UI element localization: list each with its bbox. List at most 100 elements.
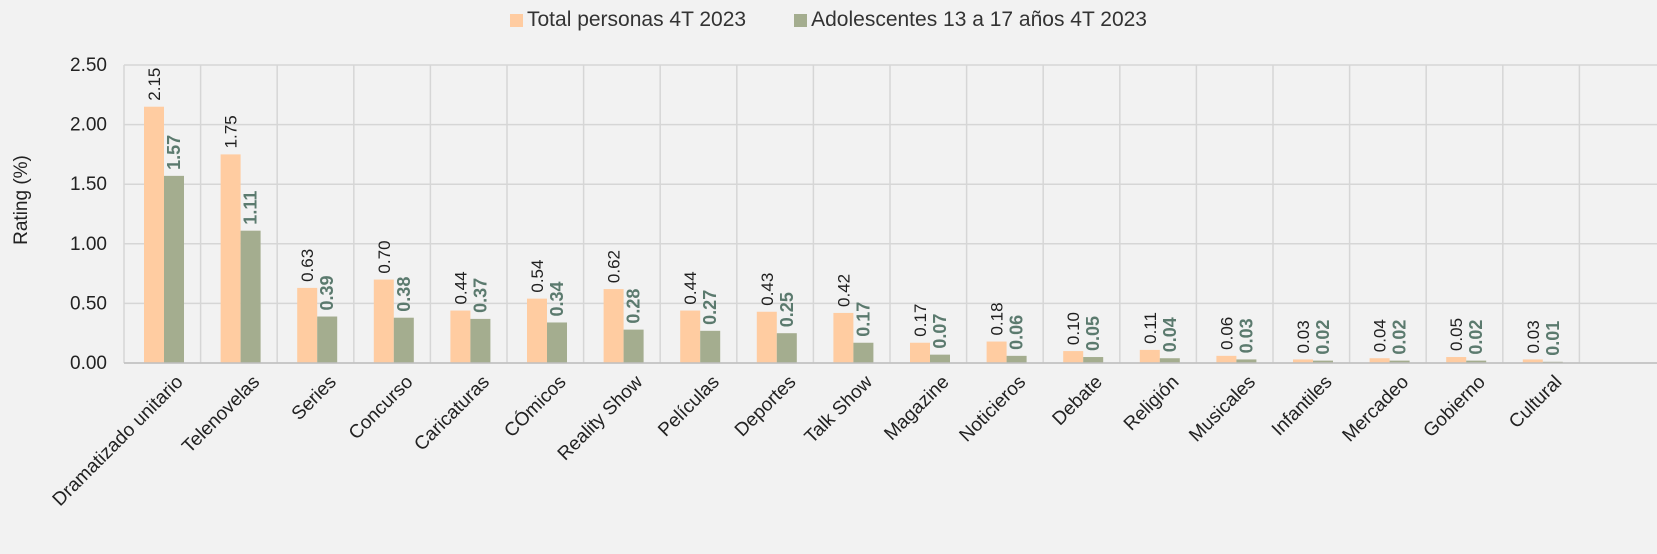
bar-total[interactable] <box>297 287 318 363</box>
data-label-adolescentes: 0.03 <box>1236 318 1256 353</box>
bar-adolescentes[interactable] <box>547 322 567 363</box>
data-label-total: 0.03 <box>1294 320 1313 353</box>
bar-total[interactable] <box>1293 359 1313 363</box>
y-axis-ticks: 0.00 0.50 1.00 1.50 2.00 2.50 <box>70 55 107 374</box>
data-label-adolescentes: 0.01 <box>1543 321 1563 356</box>
data-label-adolescentes: 0.27 <box>700 290 720 325</box>
x-category-label: Religión <box>1120 372 1183 435</box>
x-category-label: Telenovelas <box>178 372 264 458</box>
x-category-label: Deportes <box>731 372 800 441</box>
data-label-adolescentes: 0.25 <box>777 292 797 327</box>
data-label-adolescentes: 0.39 <box>317 275 337 310</box>
data-label-total: 0.05 <box>1447 318 1466 351</box>
x-category-label: Cultural <box>1505 372 1566 433</box>
bar-total[interactable] <box>144 106 164 363</box>
legend-swatch-adolescentes <box>794 13 808 27</box>
bar-adolescentes[interactable] <box>317 316 338 363</box>
bar-total[interactable] <box>833 312 854 363</box>
y-axis-label: Rating (%) <box>11 155 32 245</box>
x-category-label: Infantiles <box>1268 372 1337 441</box>
bars <box>144 106 1563 363</box>
data-label-total: 0.63 <box>298 249 317 282</box>
data-label-total: 0.17 <box>911 304 930 337</box>
bar-total[interactable] <box>527 298 547 363</box>
legend-item-adolescentes[interactable]: Adolescentes 13 a 17 años 4T 2023 <box>794 8 1147 32</box>
x-category-label: Series <box>288 372 341 425</box>
bar-adolescentes[interactable] <box>853 342 874 363</box>
bar-total[interactable] <box>910 342 930 363</box>
data-label-adolescentes: 0.28 <box>624 289 644 324</box>
x-category-label: Concurso <box>345 372 417 444</box>
data-label-total: 0.10 <box>1064 312 1083 345</box>
data-label-total: 0.70 <box>375 240 394 273</box>
bar-total[interactable] <box>756 311 777 363</box>
chart-legend: Total personas 4T 2023 Adolescentes 13 a… <box>0 6 1657 34</box>
bar-total[interactable] <box>1139 349 1160 363</box>
bar-total[interactable] <box>986 341 1007 363</box>
data-label-total: 0.42 <box>834 274 853 307</box>
bar-adolescentes[interactable] <box>623 329 644 363</box>
data-label-total: 1.75 <box>222 115 241 148</box>
bar-adolescentes[interactable] <box>930 354 950 363</box>
data-label-adolescentes: 0.17 <box>853 302 873 337</box>
bar-adolescentes[interactable] <box>1006 355 1027 363</box>
x-category-label: Películas <box>654 372 723 441</box>
bar-total[interactable] <box>1446 357 1467 363</box>
legend-swatch-total <box>510 13 523 27</box>
y-tick-label: 2.00 <box>70 115 107 136</box>
data-label-adolescentes: 0.34 <box>547 281 567 316</box>
bar-adolescentes[interactable] <box>240 230 261 363</box>
bar-total[interactable] <box>1369 358 1390 363</box>
x-category-label: Debate <box>1049 372 1107 430</box>
bar-adolescentes[interactable] <box>776 333 797 363</box>
data-label-adolescentes: 0.02 <box>1466 320 1486 355</box>
data-label-adolescentes: 0.04 <box>1160 317 1180 352</box>
bar-adolescentes[interactable] <box>1236 359 1257 363</box>
data-label-total: 0.44 <box>451 271 470 304</box>
bar-total[interactable] <box>603 289 624 363</box>
legend-item-total[interactable]: Total personas 4T 2023 <box>510 8 746 32</box>
bar-adolescentes[interactable] <box>164 175 184 363</box>
x-category-label: Caricaturas <box>410 372 494 456</box>
data-label-adolescentes: 0.05 <box>1083 316 1103 351</box>
bar-total[interactable] <box>373 279 394 363</box>
legend-label-adolescentes: Adolescentes 13 a 17 años 4T 2023 <box>811 8 1147 31</box>
bar-adolescentes[interactable] <box>1389 360 1410 363</box>
data-label-total: 0.54 <box>528 260 547 293</box>
y-tick-label: 0.00 <box>70 353 107 374</box>
data-label-total: 0.06 <box>1217 317 1236 350</box>
x-category-label: Talk Show <box>801 371 877 447</box>
bar-adolescentes[interactable] <box>470 318 491 363</box>
bar-total[interactable] <box>220 154 241 363</box>
x-category-label: Musicales <box>1185 372 1260 447</box>
data-label-total: 0.62 <box>605 250 624 283</box>
bar-adolescentes[interactable] <box>1466 360 1487 363</box>
legend-label-total: Total personas 4T 2023 <box>527 8 747 31</box>
data-label-adolescentes: 1.57 <box>164 135 184 170</box>
data-labels: 2.15 1.57 1.75 1.11 0.630.39 0.700.38 0.44 0.37… <box>145 68 1563 356</box>
x-category-label: Magazine <box>880 372 953 445</box>
data-label-total: 0.11 <box>1141 312 1160 344</box>
bar-adolescentes[interactable] <box>1083 357 1104 363</box>
bar-adolescentes[interactable] <box>700 330 721 363</box>
data-label-adolescentes: 0.37 <box>470 278 490 313</box>
bar-adolescentes[interactable] <box>1313 360 1333 363</box>
bar-adolescentes[interactable] <box>1159 358 1180 363</box>
bar-total[interactable] <box>450 310 471 363</box>
bar-total[interactable] <box>1063 351 1084 363</box>
data-label-total: 2.15 <box>145 68 164 101</box>
data-label-adolescentes: 0.06 <box>1007 315 1027 350</box>
bar-total[interactable] <box>680 310 701 363</box>
data-label-adolescentes: 0.38 <box>394 277 414 312</box>
y-tick-label: 2.50 <box>70 55 107 76</box>
data-label-adolescentes: 1.11 <box>241 191 261 225</box>
bar-total[interactable] <box>1216 355 1237 363</box>
bar-total[interactable] <box>1522 359 1543 363</box>
y-tick-label: 0.50 <box>70 293 107 314</box>
bar-adolescentes[interactable] <box>393 317 414 363</box>
x-category-label: Mercadeo <box>1339 372 1414 447</box>
data-label-adolescentes: 0.02 <box>1313 320 1333 355</box>
data-label-total: 0.04 <box>1371 319 1390 352</box>
